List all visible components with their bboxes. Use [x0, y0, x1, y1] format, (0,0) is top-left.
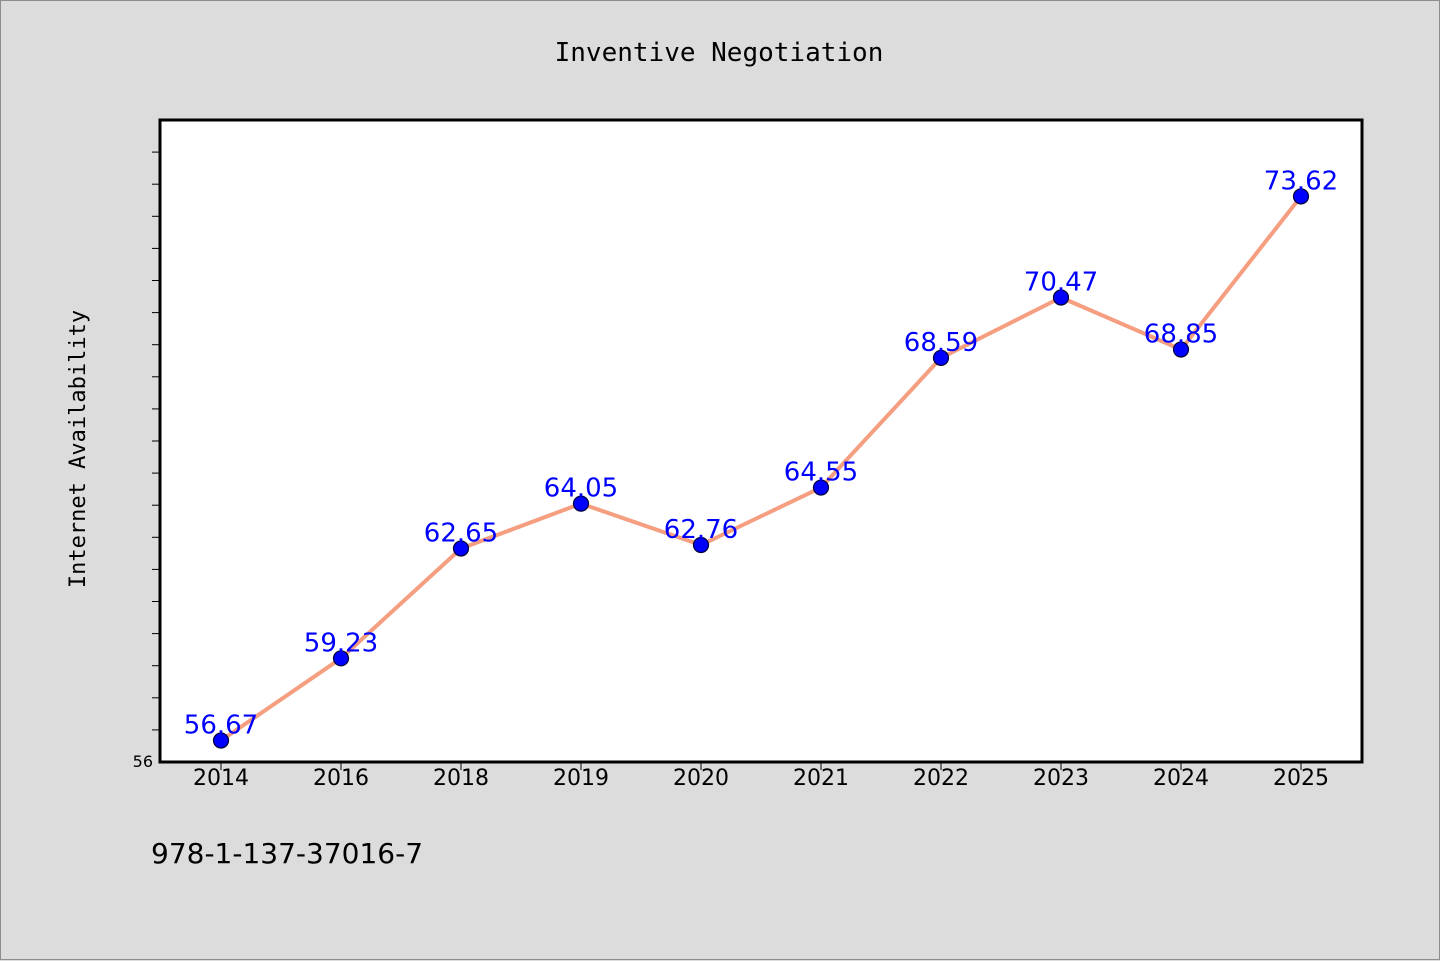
y-axis-ticks: 56	[133, 151, 160, 771]
y-axis-label: Internet Availability	[66, 310, 91, 588]
data-label: 62.65	[424, 519, 498, 549]
footer-identifier: 978-1-137-37016-7	[151, 837, 423, 870]
x-tick-label: 2023	[1033, 766, 1089, 791]
x-tick-label: 2024	[1153, 766, 1209, 791]
plot-area	[158, 118, 1364, 764]
y-tick-label: 56	[133, 752, 153, 771]
data-label: 73.62	[1264, 166, 1338, 196]
data-point	[1052, 289, 1070, 306]
x-tick-label: 2018	[433, 766, 489, 791]
x-tick-label: 2021	[793, 766, 849, 791]
data-label: 70.47	[1024, 268, 1098, 298]
data-point	[1292, 188, 1310, 205]
x-tick-label: 2014	[193, 766, 249, 791]
data-point	[332, 650, 350, 667]
data-point	[812, 479, 830, 496]
x-tick-label: 2025	[1273, 766, 1329, 791]
data-point	[452, 540, 470, 557]
x-axis-ticks: 2014 2016 2018 2019 2020 2021 2022 2023 2024 2025	[193, 762, 1329, 791]
data-label: 56.67	[184, 710, 258, 740]
data-label: 59.23	[304, 628, 378, 658]
x-tick-label: 2016	[313, 766, 369, 791]
series-layer: 56.67 59.23 62.65 64.05 62.76 64.55 68.59 70.47…	[184, 166, 1338, 749]
data-label: 64.05	[544, 474, 618, 504]
data-label: 68.85	[1144, 320, 1218, 350]
data-point	[1172, 341, 1190, 358]
data-label: 64.55	[784, 458, 858, 488]
chart-title: Inventive Negotiation	[555, 38, 884, 68]
data-point	[932, 349, 950, 366]
data-point	[212, 732, 230, 749]
x-tick-label: 2022	[913, 766, 969, 791]
data-point	[572, 495, 590, 512]
data-label: 62.76	[664, 515, 738, 545]
series-line	[219, 194, 1303, 743]
x-tick-label: 2020	[673, 766, 729, 791]
x-tick-label: 2019	[553, 766, 609, 791]
data-point	[692, 536, 710, 554]
data-label: 68.59	[904, 328, 978, 358]
